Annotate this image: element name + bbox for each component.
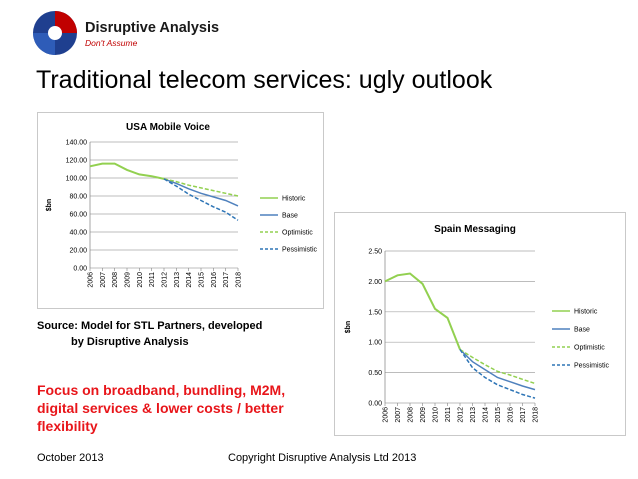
y-tick-label: 140.00	[66, 140, 88, 147]
legend-label-pessimistic: Pessimistic	[574, 363, 610, 370]
series-line-base	[163, 178, 239, 207]
x-tick-label: 2018	[236, 272, 243, 288]
y-tick-label: 0.00	[368, 401, 382, 408]
x-tick-label: 2008	[112, 272, 119, 288]
legend-label-base: Base	[574, 327, 590, 334]
x-tick-label: 2015	[199, 272, 206, 288]
usa-chart-svg: USA Mobile Voice 0.00 20.00 40.00 60.00 80.00…	[46, 122, 318, 288]
legend-label-optimistic: Optimistic	[282, 230, 313, 237]
x-tick-label: 2016	[211, 272, 218, 288]
x-tick-label: 2015	[495, 407, 502, 423]
x-tick-label: 2008	[408, 407, 415, 423]
spain-messaging-chart: Spain Messaging 0.00 0.50 1.00 1.50 2.00 2.50 $…	[334, 212, 626, 436]
legend-label-historic: Historic	[574, 309, 598, 316]
x-tick-label: 2009	[125, 272, 132, 288]
x-tick-label: 2017	[223, 272, 230, 288]
y-tick-label: 1.00	[368, 340, 382, 347]
series-line-optimistic	[163, 178, 239, 197]
logo-tagline: Don't Assume	[85, 38, 138, 48]
y-tick-label: 120.00	[66, 158, 88, 165]
series-line-optimistic	[459, 348, 536, 385]
y-tick-label: 60.00	[69, 212, 87, 219]
spain-chart-svg: Spain Messaging 0.00 0.50 1.00 1.50 2.00 2.50 $…	[345, 224, 610, 423]
y-tick-label: 80.00	[69, 194, 87, 201]
y-tick-label: 0.50	[368, 370, 382, 377]
y-tick-label: 2.00	[368, 279, 382, 286]
x-tick-label: 2006	[383, 407, 390, 423]
source-line-2: by Disruptive Analysis	[71, 335, 189, 348]
legend-label-pessimistic: Pessimistic	[282, 247, 318, 254]
legend-label-optimistic: Optimistic	[574, 345, 605, 352]
series-line-pessimistic	[459, 349, 536, 399]
y-axis-label: $bn	[46, 199, 53, 211]
chart-title: Spain Messaging	[434, 224, 516, 235]
y-tick-label: 40.00	[69, 230, 87, 237]
source-line-1: Source: Model for STL Partners, develope…	[37, 320, 263, 332]
logo-brand: Disruptive Analysis	[85, 20, 220, 36]
x-tick-label: 2013	[470, 407, 477, 423]
x-tick-label: 2007	[100, 272, 107, 288]
y-tick-label: 2.50	[368, 249, 382, 256]
x-tick-label: 2012	[162, 272, 169, 288]
x-tick-label: 2017	[520, 407, 527, 423]
footer-date: October 2013	[37, 452, 104, 464]
legend-label-base: Base	[282, 213, 298, 220]
x-tick-label: 2011	[149, 272, 156, 287]
logo-mark-icon	[33, 11, 77, 55]
y-tick-label: 0.00	[73, 266, 87, 273]
y-tick-label: 20.00	[69, 248, 87, 255]
y-axis-label: $bn	[345, 321, 352, 333]
source-note: Source: Model for STL Partners, develope…	[37, 319, 297, 351]
x-tick-label: 2006	[88, 272, 95, 288]
x-tick-label: 2014	[483, 407, 490, 423]
series-line-historic	[384, 272, 461, 350]
usa-mobile-voice-chart: USA Mobile Voice 0.00 20.00 40.00 60.00 80.00…	[37, 112, 324, 309]
y-tick-label: 1.50	[368, 309, 382, 316]
logo: Disruptive Analysis Don't Assume	[30, 8, 230, 58]
series-line-pessimistic	[163, 178, 239, 221]
x-tick-label: 2009	[420, 407, 427, 423]
x-tick-label: 2011	[445, 407, 452, 422]
series-line-historic	[89, 162, 165, 180]
x-tick-label: 2018	[533, 407, 540, 423]
legend-label-historic: Historic	[282, 196, 306, 203]
slide-title: Traditional telecom services: ugly outlo…	[36, 66, 493, 94]
x-tick-label: 2007	[395, 407, 402, 423]
x-tick-label: 2012	[458, 407, 465, 423]
footer-copyright: Copyright Disruptive Analysis Ltd 2013	[228, 452, 417, 464]
focus-callout: Focus on broadband, bundling, M2M, digit…	[37, 382, 286, 435]
series-line-base	[459, 348, 536, 391]
chart-title: USA Mobile Voice	[126, 122, 210, 133]
x-tick-label: 2013	[174, 272, 181, 288]
x-tick-label: 2010	[137, 272, 144, 288]
y-tick-label: 100.00	[66, 176, 88, 183]
x-tick-label: 2010	[433, 407, 440, 423]
x-tick-label: 2016	[508, 407, 515, 423]
x-tick-label: 2014	[186, 272, 193, 288]
